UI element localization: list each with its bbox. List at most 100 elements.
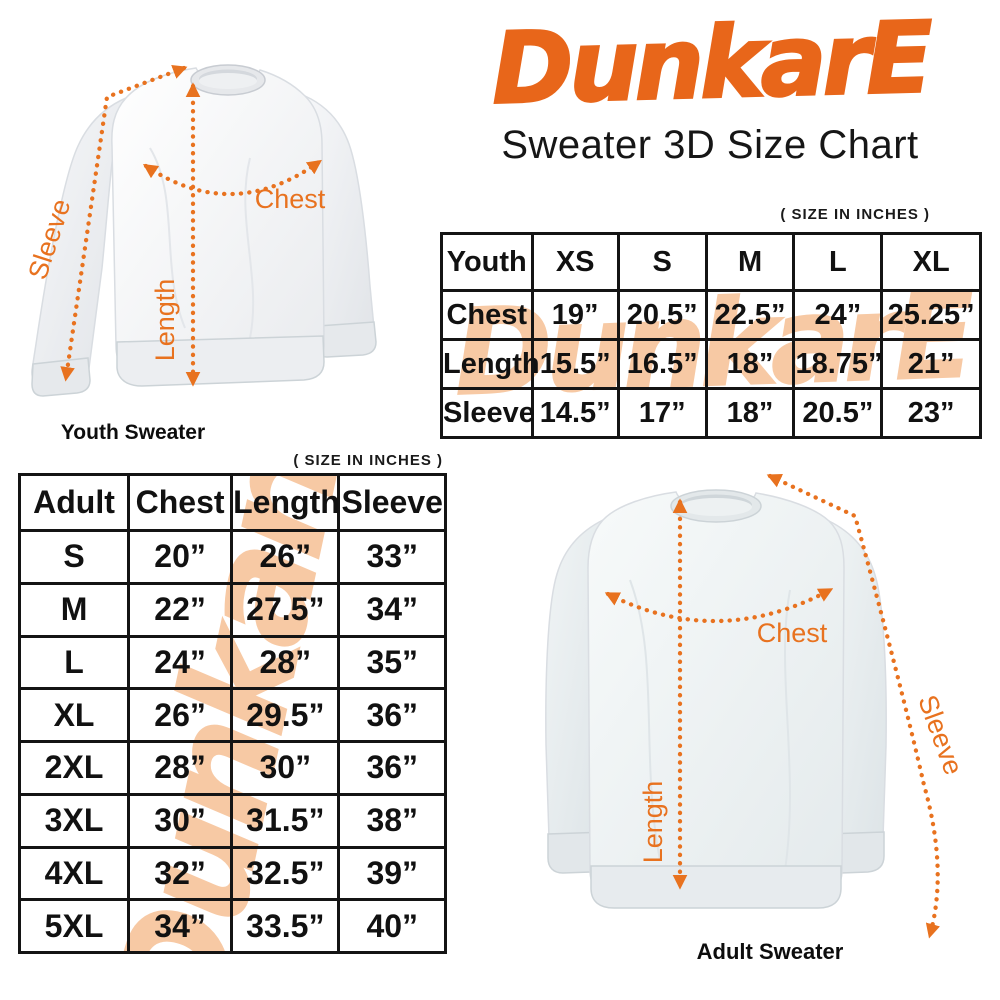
size-value-cell: 30”: [230, 740, 341, 796]
size-value-cell: 29.5”: [230, 687, 341, 743]
table-row: 2XL 28” 30” 36”: [18, 740, 447, 796]
size-value-cell: 26”: [127, 687, 234, 743]
youth-collar-inner: [199, 73, 257, 89]
column-header-cell: Sleeve: [337, 473, 447, 532]
size-value-cell: 20.5”: [616, 289, 708, 341]
table-row: 3XL 30” 31.5” 38”: [18, 792, 447, 849]
size-value-cell: 17”: [616, 387, 708, 439]
adult-sweater-caption: Adult Sweater: [697, 939, 844, 964]
size-value-cell: 14.5”: [530, 387, 620, 439]
adult-torso: [587, 491, 845, 899]
row-label-cell: Length: [440, 338, 540, 390]
table-row: Sleeve 14.5” 17” 18” 20.5” 23”: [440, 387, 982, 439]
size-value-cell: 28”: [127, 740, 234, 796]
row-label-cell: S: [18, 529, 131, 585]
adult-units-note: ( SIZE IN INCHES ): [293, 452, 443, 469]
size-value-cell: 28”: [230, 634, 341, 691]
table-row: S 20” 26” 33”: [18, 529, 447, 585]
column-header-cell: L: [792, 232, 884, 292]
youth-length-label: Length: [150, 279, 180, 362]
size-value-cell: 22.5”: [704, 289, 796, 341]
size-value-cell: 20”: [127, 529, 234, 585]
adult-hem-band: [590, 865, 842, 909]
youth-sweater-diagram: Sleeve Length Chest Youth Sweater: [22, 64, 377, 444]
table-header-row: Adult Chest Length Sleeve: [18, 473, 447, 532]
size-value-cell: 32.5”: [230, 845, 341, 902]
row-label-cell: 3XL: [18, 792, 131, 849]
youth-sweater-illustration: [31, 64, 377, 397]
size-value-cell: 19”: [530, 289, 620, 341]
column-header-cell: S: [616, 232, 708, 292]
adult-collar-inner: [680, 498, 752, 516]
size-value-cell: 15.5”: [530, 338, 620, 390]
column-header-cell: M: [704, 232, 796, 292]
size-value-cell: 18”: [704, 338, 796, 390]
row-label-cell: XL: [18, 687, 131, 743]
youth-torso: [111, 67, 325, 375]
youth-left-cuff: [31, 357, 91, 397]
size-value-cell: 38”: [337, 792, 447, 849]
size-value-cell: 31.5”: [230, 792, 341, 849]
table-header-row: Youth XS S M L XL: [440, 232, 982, 292]
youth-right-cuff: [315, 321, 377, 358]
column-header-cell: Adult: [18, 473, 131, 532]
row-label-cell: 5XL: [18, 898, 131, 954]
size-value-cell: 21”: [880, 338, 982, 390]
table-row: 5XL 34” 33.5” 40”: [18, 898, 447, 954]
size-value-cell: 24”: [127, 634, 234, 691]
adult-size-table-container: DunkarE Adult Chest Length Sleeve S 20” 26” 33”…: [18, 473, 447, 954]
table-row: M 22” 27.5” 34”: [18, 581, 447, 638]
size-value-cell: 16.5”: [616, 338, 708, 390]
column-header-cell: XS: [530, 232, 620, 292]
size-value-cell: 18.75”: [792, 338, 884, 390]
youth-units-note: ( SIZE IN INCHES ): [780, 206, 930, 223]
adult-sweater-diagram: Chest Length Sleeve Adult Sweater: [545, 473, 969, 964]
adult-sweater-illustration: [545, 489, 887, 909]
size-value-cell: 36”: [337, 687, 447, 743]
column-header-cell: Chest: [127, 473, 234, 532]
column-header-cell: XL: [880, 232, 982, 292]
youth-chest-label: Chest: [255, 184, 326, 214]
youth-hem-band: [116, 335, 325, 387]
youth-size-table: Youth XS S M L XL Chest 19” 20.5” 22.5” 24” 25.25” L…: [440, 232, 982, 439]
adult-sleeve-measure-arrow: [766, 473, 940, 939]
size-value-cell: 30”: [127, 792, 234, 849]
youth-size-table-container: DunkarE Youth XS S M L XL Chest 19” 20.5” 22.5” 24…: [440, 232, 982, 439]
size-value-cell: 35”: [337, 634, 447, 691]
size-value-cell: 32”: [127, 845, 234, 902]
table-row: XL 26” 29.5” 36”: [18, 687, 447, 743]
adult-chest-label: Chest: [757, 618, 828, 648]
row-label-cell: Chest: [440, 289, 534, 341]
size-value-cell: 40”: [337, 898, 447, 954]
row-label-cell: Sleeve: [440, 387, 535, 439]
table-row: Chest 19” 20.5” 22.5” 24” 25.25”: [440, 289, 982, 341]
size-value-cell: 25.25”: [880, 289, 982, 341]
brand-block: DunkarE Sweater 3D Size Chart: [430, 0, 990, 168]
size-value-cell: 26”: [230, 529, 341, 585]
youth-chest-measure-arrow: [142, 159, 322, 197]
size-value-cell: 34”: [337, 581, 447, 638]
size-value-cell: 34”: [127, 898, 234, 954]
column-header-cell: Youth: [440, 232, 534, 292]
size-value-cell: 27.5”: [230, 581, 341, 638]
youth-sleeve-measure-arrow: [60, 65, 188, 382]
size-value-cell: 33.5”: [230, 898, 341, 954]
size-value-cell: 20.5”: [792, 387, 884, 439]
table-row: Length 15.5” 16.5” 18” 18.75” 21”: [440, 338, 982, 390]
row-label-cell: 4XL: [18, 845, 131, 902]
row-label-cell: L: [18, 634, 131, 691]
adult-size-table: Adult Chest Length Sleeve S 20” 26” 33” M 22” 27.5…: [18, 473, 447, 954]
table-row: L 24” 28” 35”: [18, 634, 447, 691]
row-label-cell: M: [18, 581, 131, 638]
column-header-cell: Length: [230, 473, 341, 532]
brand-logo: DunkarE: [489, 0, 931, 128]
size-value-cell: 24”: [792, 289, 884, 341]
size-value-cell: 23”: [880, 387, 982, 439]
youth-sweater-caption: Youth Sweater: [61, 421, 205, 444]
size-value-cell: 33”: [337, 529, 447, 585]
table-row: 4XL 32” 32.5” 39”: [18, 845, 447, 902]
size-value-cell: 39”: [337, 845, 447, 902]
size-value-cell: 22”: [127, 581, 234, 638]
size-value-cell: 18”: [704, 387, 796, 439]
